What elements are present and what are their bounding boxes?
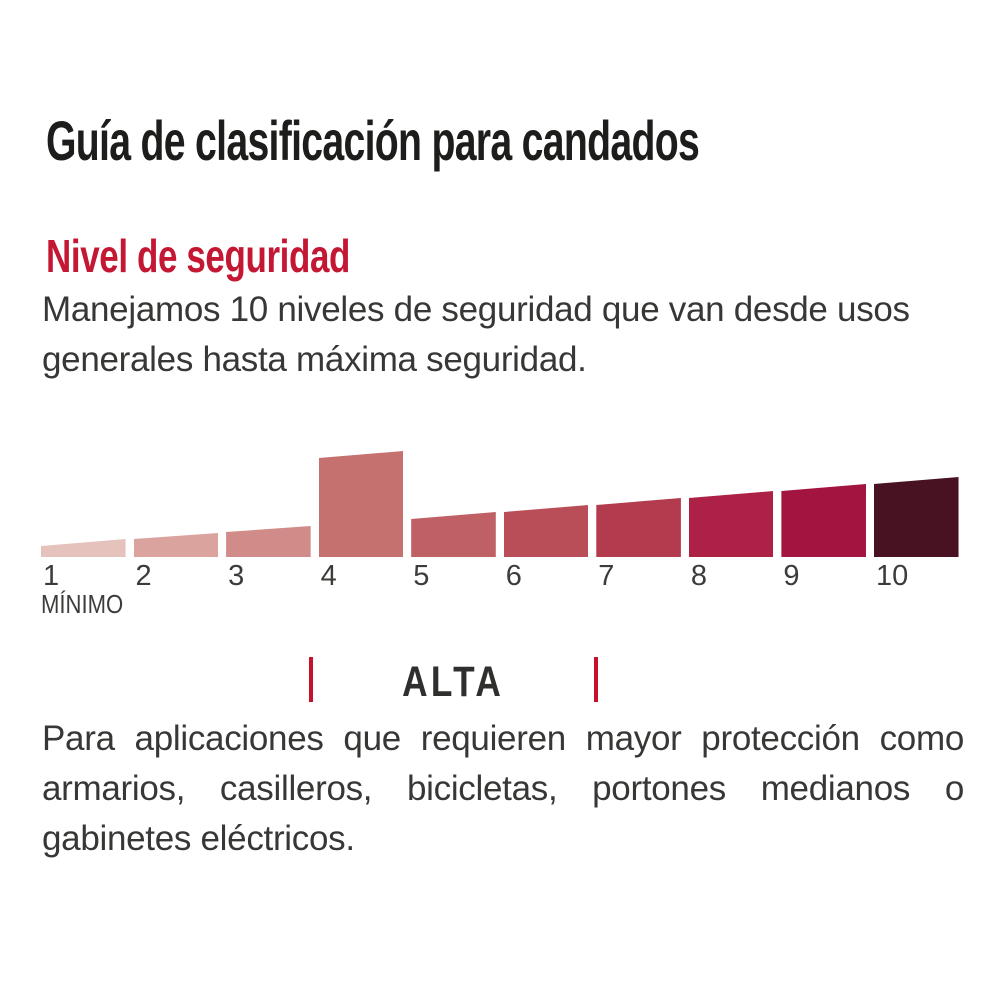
security-level-heading: Nivel de seguridad (46, 230, 446, 282)
level-label-10: 10 (875, 560, 909, 592)
level-label-5: 5 (413, 560, 430, 592)
range-start-tick (309, 657, 313, 702)
level-label-6: 6 (505, 560, 522, 592)
level-label-7: 7 (598, 560, 615, 592)
level-bar-3 (226, 526, 311, 557)
description-line-2: armarios, casilleros, bicicletas, porton… (42, 769, 964, 808)
description-line-3: gabinetes eléctricos. (42, 819, 355, 858)
description-paragraph: Para aplicaciones que requieren mayor pr… (42, 714, 964, 864)
level-bar-7 (596, 498, 681, 557)
security-level-chart (41, 440, 961, 557)
minimum-label-text: MÍNIMO (41, 589, 124, 619)
range-label-text: ALTA (402, 658, 505, 706)
level-label-2: 2 (135, 560, 152, 592)
page-title-text: Guía de clasificación para candados (46, 109, 700, 172)
level-bar-6 (503, 505, 589, 557)
level-bar-5 (411, 512, 496, 557)
level-bar-10 (873, 477, 959, 557)
level-bar-1 (41, 539, 126, 557)
intro-paragraph: Manejamos 10 niveles de seguridad que va… (42, 290, 910, 379)
range-end-tick (594, 657, 598, 702)
level-label-3: 3 (228, 560, 245, 592)
minimum-label: MÍNIMO (41, 590, 138, 618)
range-label: ALTA (309, 660, 598, 704)
level-label-1: 1 (43, 560, 60, 592)
security-level-heading-text: Nivel de seguridad (46, 230, 351, 282)
page-title: Guía de clasificación para candados (46, 109, 979, 172)
level-bar-4-highlighted (318, 451, 404, 557)
level-label-4: 4 (320, 560, 337, 592)
level-bar-8 (688, 491, 774, 557)
level-label-8: 8 (690, 560, 707, 592)
level-bar-2 (133, 533, 219, 557)
chart-labels: 1 2 3 4 5 6 7 8 9 10 (41, 562, 961, 592)
level-bar-9 (781, 484, 866, 557)
level-label-9: 9 (783, 560, 800, 592)
description-line-1: Para aplicaciones que requieren mayor pr… (42, 719, 964, 758)
